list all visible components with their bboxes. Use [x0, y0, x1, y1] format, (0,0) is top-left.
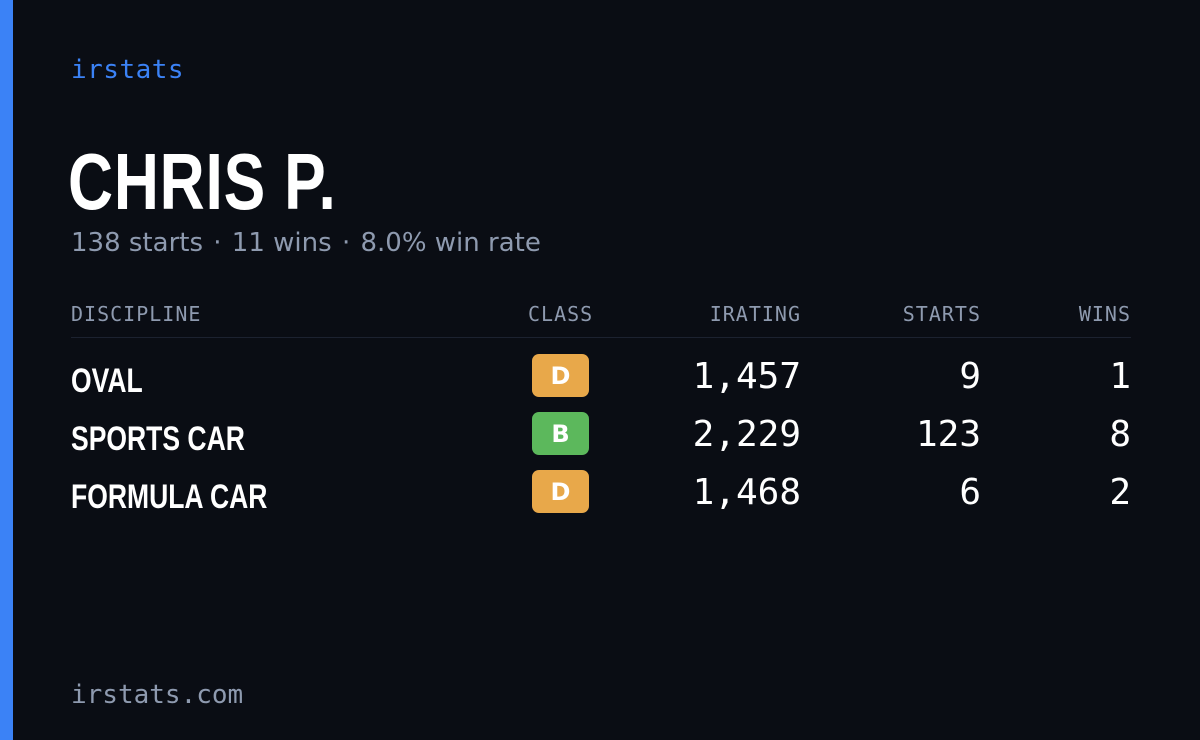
separator: · — [213, 228, 222, 258]
header-starts: STARTS — [902, 302, 981, 326]
class-badge: D — [532, 354, 589, 397]
header-wins: WINS — [1078, 302, 1131, 326]
footer-url: irstats.com — [71, 680, 244, 710]
wins-summary: 11 wins — [231, 228, 332, 258]
wins-value: 1 — [1109, 356, 1131, 397]
table-header: DISCIPLINE CLASS IRATING STARTS WINS — [71, 298, 1131, 338]
irating-value: 2,229 — [692, 414, 801, 455]
starts-value: 123 — [915, 414, 981, 455]
starts-value: 9 — [959, 356, 981, 397]
table-row: OVAL D 1,457 9 1 — [71, 354, 1131, 412]
player-summary: 138 starts · 11 wins · 8.0% win rate — [71, 228, 541, 258]
discipline-name: SPORTS CAR — [71, 420, 245, 458]
header-irating: IRATING — [709, 302, 801, 326]
class-badge: D — [532, 470, 589, 513]
starts-value: 6 — [959, 472, 981, 513]
discipline-table: DISCIPLINE CLASS IRATING STARTS WINS OVA… — [71, 298, 1131, 516]
header-class: CLASS — [528, 302, 594, 326]
discipline-name: FORMULA CAR — [71, 478, 268, 516]
table-row: FORMULA CAR D 1,468 6 2 — [71, 470, 1131, 528]
player-name: CHRIS P. — [68, 137, 337, 226]
wins-value: 2 — [1109, 472, 1131, 513]
starts-summary: 138 starts — [71, 228, 203, 258]
table-body: OVAL D 1,457 9 1 SPORTS CAR B 2,229 123 … — [71, 354, 1131, 528]
brand-logo: irstats — [71, 55, 185, 85]
class-badge: B — [532, 412, 589, 455]
header-discipline: DISCIPLINE — [71, 302, 202, 326]
accent-bar — [0, 0, 13, 740]
separator: · — [341, 228, 351, 258]
irating-value: 1,468 — [692, 472, 801, 513]
irating-value: 1,457 — [692, 356, 801, 397]
win-rate-summary: 8.0% win rate — [360, 228, 541, 258]
table-row: SPORTS CAR B 2,229 123 8 — [71, 412, 1131, 470]
wins-value: 8 — [1109, 414, 1131, 455]
discipline-name: OVAL — [71, 362, 143, 400]
